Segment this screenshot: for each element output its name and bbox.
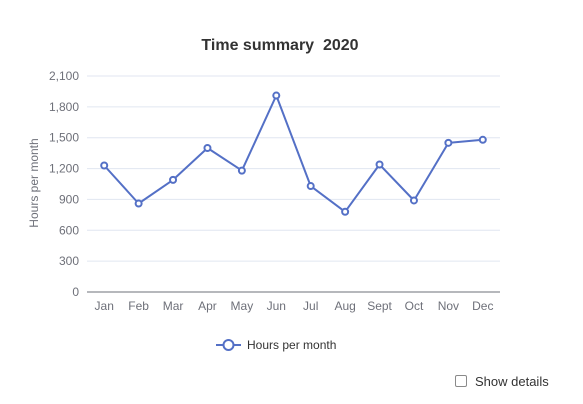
data-point[interactable] xyxy=(409,196,418,205)
x-tick-label: Aug xyxy=(334,299,355,313)
legend-item[interactable]: Hours per month xyxy=(216,338,336,352)
x-tick-label: Feb xyxy=(128,299,149,313)
x-tick-label: Nov xyxy=(438,299,459,313)
data-point[interactable] xyxy=(375,160,384,169)
legend-label: Hours per month xyxy=(247,338,336,352)
show-details-checkbox[interactable]: Show details xyxy=(455,372,549,390)
legend-marker-icon xyxy=(222,339,235,351)
x-tick-label: Mar xyxy=(163,299,184,313)
x-tick-label: Jul xyxy=(303,299,318,313)
data-point[interactable] xyxy=(100,161,109,170)
data-point[interactable] xyxy=(306,182,315,191)
checkbox-box[interactable] xyxy=(455,375,467,387)
data-point[interactable] xyxy=(478,135,487,144)
x-tick-label: Apr xyxy=(198,299,217,313)
data-point[interactable] xyxy=(272,91,281,100)
x-tick-label: Oct xyxy=(405,299,424,313)
series-line xyxy=(103,94,483,213)
y-tick-label: 2,100 xyxy=(49,69,79,83)
y-tick-label: 300 xyxy=(59,254,79,268)
data-point[interactable] xyxy=(237,166,246,175)
y-tick-label: 1,800 xyxy=(49,100,79,114)
data-point[interactable] xyxy=(341,207,350,216)
y-tick-label: 900 xyxy=(59,192,79,206)
y-tick-label: 600 xyxy=(59,223,79,237)
data-point[interactable] xyxy=(444,138,453,147)
data-point[interactable] xyxy=(203,144,212,152)
x-tick-label: May xyxy=(231,299,254,313)
x-tick-label: Dec xyxy=(472,299,493,313)
y-tick-label: 0 xyxy=(72,285,79,299)
y-axis-label: Hours per month xyxy=(27,138,41,227)
x-tick-label: Jun xyxy=(267,299,286,313)
show-details-label: Show details xyxy=(475,373,549,389)
x-tick-label: Jan xyxy=(95,299,114,313)
data-point[interactable] xyxy=(169,175,178,184)
x-tick-label: Sept xyxy=(367,299,392,313)
chart-title: Time summary 2020 xyxy=(201,37,358,54)
y-tick-label: 1,200 xyxy=(49,162,79,176)
y-tick-label: 1,500 xyxy=(49,131,79,145)
data-point[interactable] xyxy=(134,199,143,208)
